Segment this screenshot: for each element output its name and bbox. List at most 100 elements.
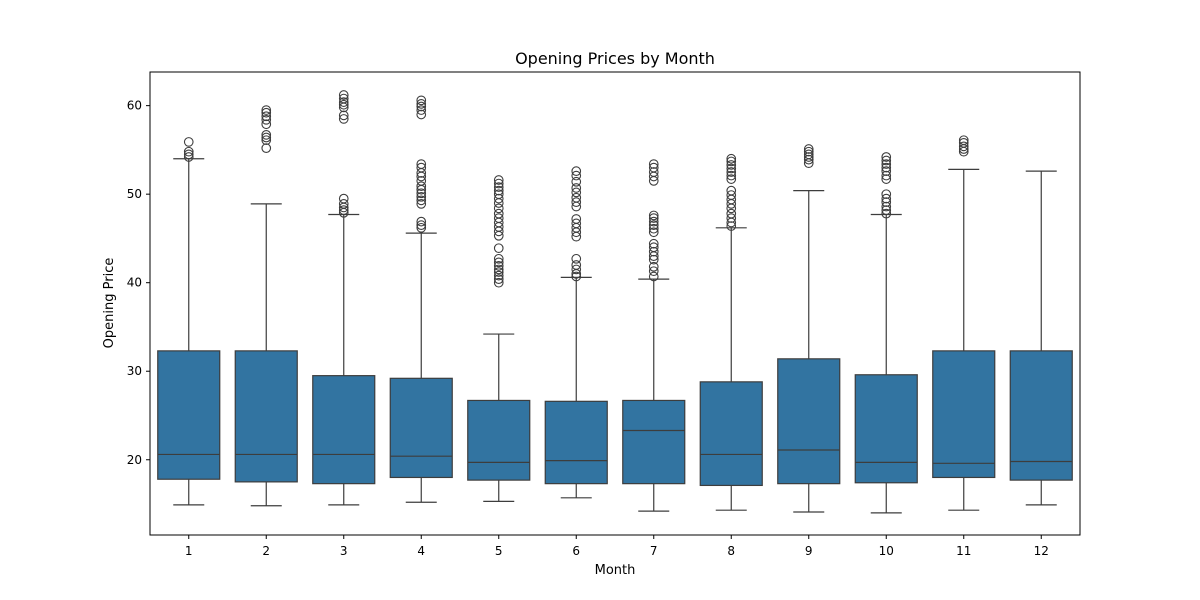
- outlier-point: [338, 199, 349, 209]
- box-month-1: [157, 137, 221, 506]
- outlier-point: [571, 253, 582, 264]
- outlier-point: [648, 238, 659, 249]
- outlier-point: [261, 135, 272, 146]
- outlier-point: [648, 167, 659, 177]
- outlier-point: [493, 261, 504, 271]
- iqr-box: [932, 350, 996, 479]
- outlier-point: [571, 271, 582, 282]
- outlier-point: [416, 105, 427, 115]
- outlier-point: [493, 208, 504, 219]
- outlier-point: [571, 264, 582, 275]
- outlier-point: [416, 188, 427, 199]
- outlier-point: [726, 208, 737, 219]
- outlier-point: [726, 153, 737, 164]
- outlier-point: [648, 220, 659, 231]
- outlier-point: [493, 189, 504, 200]
- outlier-point: [571, 187, 582, 198]
- y-tick-label: 40: [127, 276, 142, 290]
- box-month-11: [932, 135, 996, 511]
- outlier-point: [648, 223, 659, 234]
- outlier-point: [648, 266, 659, 277]
- outlier-point: [416, 191, 427, 202]
- outlier-point: [416, 159, 427, 169]
- outlier-point: [416, 195, 427, 206]
- x-tick-label: 1: [185, 544, 193, 558]
- x-tick-label: 5: [495, 544, 503, 558]
- outlier-point: [416, 99, 427, 109]
- outlier-point: [881, 152, 892, 162]
- outlier-point: [648, 254, 659, 265]
- outlier-point: [493, 267, 504, 277]
- x-tick-label: 10: [879, 544, 894, 558]
- outlier-point: [183, 152, 194, 162]
- outlier-point: [261, 111, 272, 122]
- outlier-point: [958, 141, 969, 152]
- outlier-point: [648, 162, 659, 173]
- outlier-point: [881, 166, 892, 177]
- box-month-8: [699, 153, 763, 511]
- outlier-point: [648, 246, 659, 257]
- outlier-point: [416, 162, 427, 173]
- outlier-point: [338, 93, 349, 104]
- y-tick-label: 30: [127, 364, 142, 378]
- outlier-point: [726, 160, 737, 170]
- outlier-point: [881, 155, 892, 166]
- outlier-point: [726, 190, 737, 200]
- outlier-point: [571, 192, 582, 203]
- outlier-point: [803, 152, 814, 162]
- box-month-5: [467, 175, 531, 502]
- box-month-9: [777, 144, 841, 513]
- chart-title: Opening Prices by Month: [515, 49, 715, 68]
- iqr-box: [467, 399, 531, 481]
- x-tick-label: 11: [956, 544, 971, 558]
- outlier-point: [338, 97, 349, 107]
- outlier-point: [261, 143, 272, 153]
- iqr-box: [157, 350, 221, 480]
- outlier-point: [493, 243, 504, 254]
- x-tick-label: 9: [805, 544, 813, 558]
- outlier-point: [726, 221, 737, 231]
- outlier-point: [338, 110, 349, 121]
- outlier-point: [726, 167, 737, 177]
- outlier-point: [726, 163, 737, 174]
- x-tick-label: 7: [650, 544, 658, 558]
- outlier-point: [648, 210, 659, 221]
- outlier-point: [726, 174, 737, 184]
- y-axis: 20 30 40 50 60: [127, 99, 150, 467]
- outlier-point: [416, 109, 427, 120]
- outlier-point: [803, 154, 814, 165]
- y-tick-label: 60: [127, 99, 142, 113]
- outlier-point: [571, 260, 582, 270]
- outlier-point: [571, 183, 582, 193]
- outlier-point: [493, 203, 504, 214]
- box-month-2: [234, 105, 298, 507]
- outlier-point: [338, 114, 349, 124]
- outlier-point: [881, 170, 892, 181]
- outlier-point: [493, 253, 504, 264]
- outlier-point: [726, 185, 737, 196]
- outlier-point: [726, 213, 737, 223]
- outlier-point: [648, 216, 659, 227]
- iqr-box: [622, 399, 686, 485]
- outlier-point: [881, 162, 892, 173]
- outlier-point: [881, 159, 892, 169]
- box-month-7: [622, 159, 686, 512]
- outlier-point: [416, 101, 427, 112]
- outlier-point: [803, 144, 814, 154]
- iqr-box: [854, 374, 918, 484]
- outlier-point: [493, 270, 504, 281]
- x-tick-label: 8: [727, 544, 735, 558]
- y-tick-label: 50: [127, 187, 142, 201]
- outlier-point: [726, 170, 737, 181]
- outlier-point: [726, 156, 737, 167]
- outlier-point: [261, 107, 272, 118]
- x-tick-label: 6: [572, 544, 580, 558]
- outlier-point: [416, 222, 427, 233]
- outlier-point: [571, 218, 582, 229]
- x-tick-label: 12: [1034, 544, 1049, 558]
- outlier-point: [958, 135, 969, 146]
- x-tick-label: 4: [417, 544, 425, 558]
- box-month-10: [854, 152, 918, 514]
- outlier-point: [493, 182, 504, 192]
- outlier-point: [493, 257, 504, 268]
